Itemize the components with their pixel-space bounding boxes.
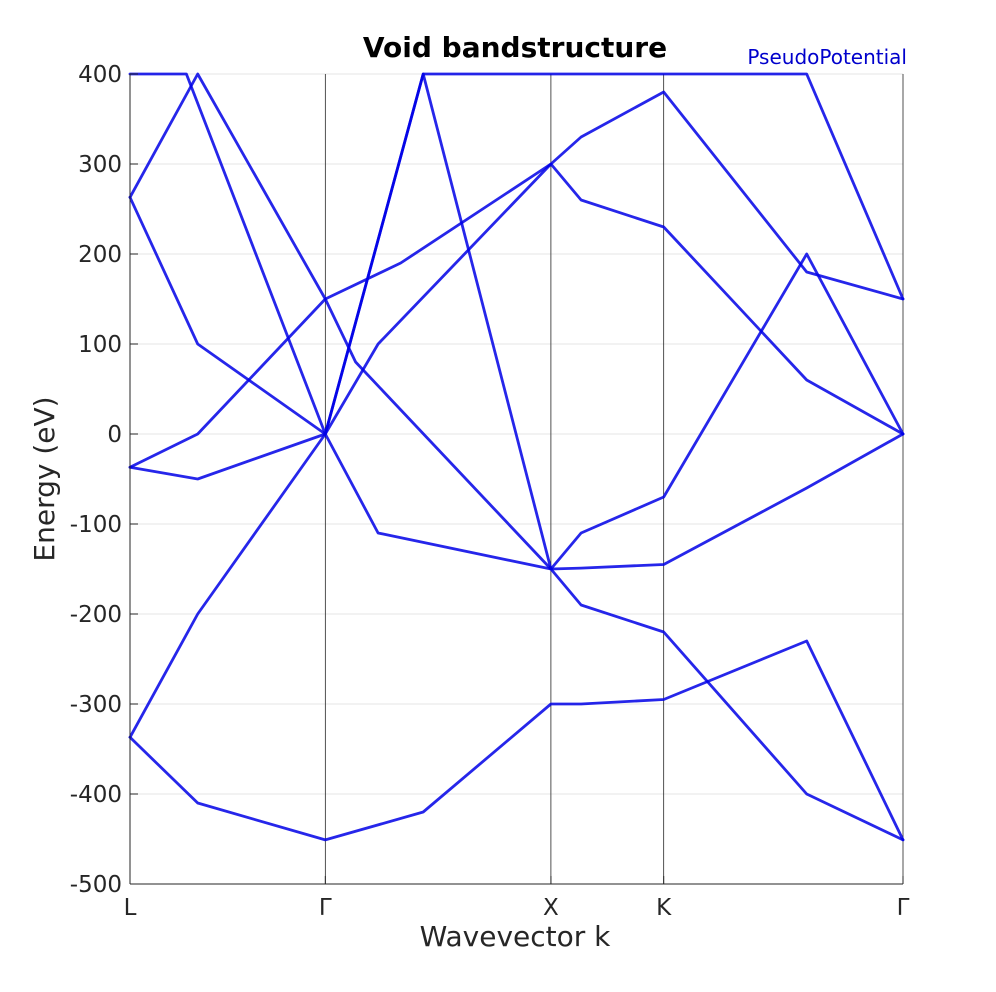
x-tick-label: X bbox=[543, 895, 559, 921]
x-tick-label: K bbox=[656, 895, 672, 921]
y-tick-label: 400 bbox=[78, 62, 122, 88]
chart-title: Void bandstructure bbox=[363, 31, 667, 64]
band-2 bbox=[128, 639, 905, 842]
y-tick-label: -400 bbox=[70, 782, 122, 808]
band-4 bbox=[128, 162, 905, 469]
x-tick-label: Γ bbox=[897, 895, 910, 921]
y-tick-label: -500 bbox=[70, 872, 122, 898]
y-axis-label: Energy (eV) bbox=[28, 396, 61, 561]
y-tick-label: 300 bbox=[78, 152, 122, 178]
plot-background bbox=[130, 74, 903, 884]
axes: -500 -400 -300 -200 -100 0 100 200 300 400 L Γ X K Γ bbox=[70, 62, 910, 921]
y-tick-label: 0 bbox=[107, 422, 122, 448]
y-tick-label: 200 bbox=[78, 242, 122, 268]
x-tick-label: L bbox=[124, 895, 137, 921]
annotation-label: PseudoPotential bbox=[747, 45, 907, 69]
y-tick-label: 100 bbox=[78, 332, 122, 358]
y-tick-label: -300 bbox=[70, 692, 122, 718]
y-tick-label: -200 bbox=[70, 602, 122, 628]
x-tick-label: Γ bbox=[319, 895, 332, 921]
x-axis-label: Wavevector k bbox=[420, 920, 612, 953]
band-curves bbox=[128, 72, 905, 842]
band-7 bbox=[128, 72, 905, 842]
y-tick-label: -100 bbox=[70, 512, 122, 538]
band-5 bbox=[128, 72, 905, 436]
